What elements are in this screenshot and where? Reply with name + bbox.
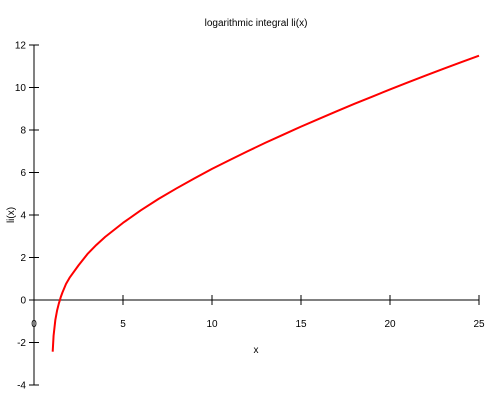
y-tick-label: -4 xyxy=(17,381,26,392)
y-tick-label: 0 xyxy=(20,296,26,307)
y-tick-label: 6 xyxy=(20,168,26,179)
series-line-0 xyxy=(51,54,480,352)
x-tick-label: 25 xyxy=(473,319,485,330)
y-axis-label: li(x) xyxy=(6,207,17,223)
plot-area xyxy=(51,54,480,352)
y-tick-label: 8 xyxy=(20,126,26,137)
y-tick-label: 10 xyxy=(15,83,27,94)
x-tick-label: 10 xyxy=(206,319,218,330)
y-tick-label: -2 xyxy=(17,338,26,349)
axes: 0 5 10 15 20 25 -4 -2 0 2 4 6 8 10 12 xyxy=(15,41,485,392)
y-tick-label: 2 xyxy=(20,253,26,264)
y-tick-label: 12 xyxy=(15,41,27,52)
y-tick-label: 4 xyxy=(20,211,26,222)
x-tick-label: 20 xyxy=(384,319,396,330)
x-tick-label: 15 xyxy=(295,319,307,330)
x-tick-label: 5 xyxy=(120,319,126,330)
chart-title: logarithmic integral li(x) xyxy=(205,18,308,29)
x-tick-label: 0 xyxy=(31,319,37,330)
x-axis-label: x xyxy=(254,345,259,356)
